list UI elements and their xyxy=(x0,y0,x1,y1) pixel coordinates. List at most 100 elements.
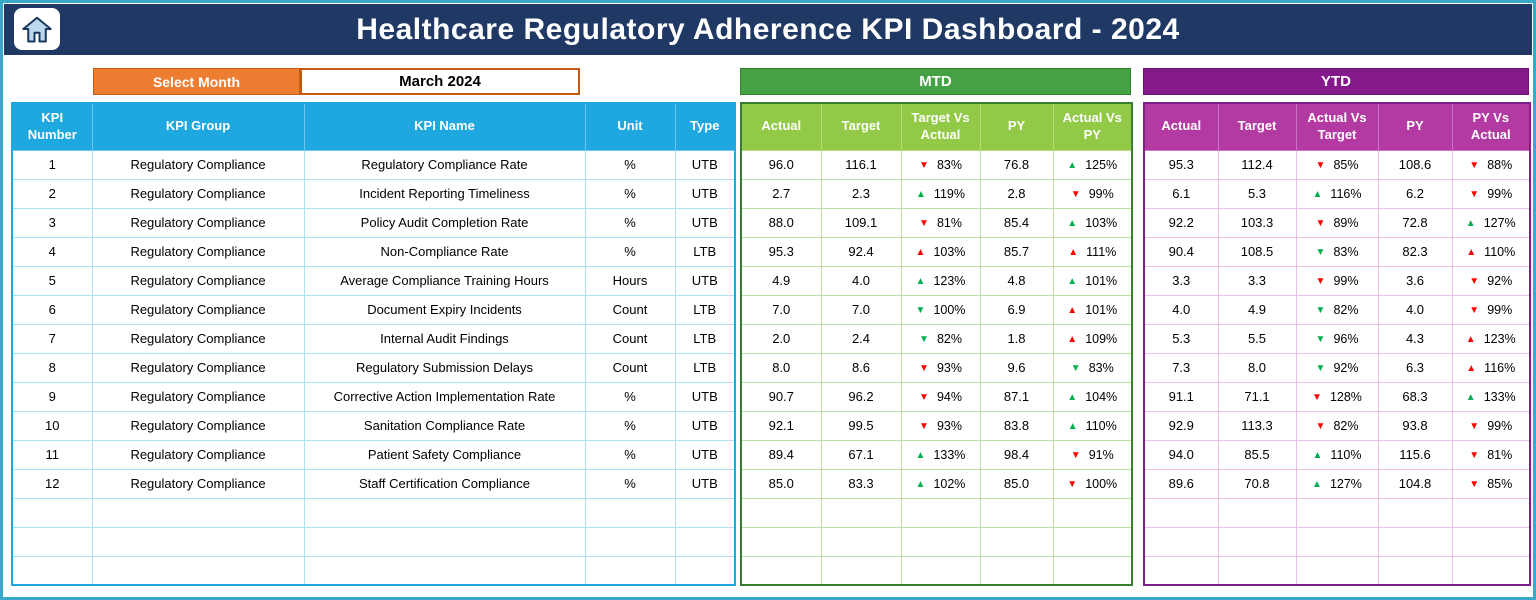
ytd-data-row: 92.2 103.3 ▼ 89% 72.8 ▲ 127% xyxy=(1143,207,1531,238)
triangle-up-icon: ▲ xyxy=(1067,276,1078,287)
comparison-percent: 119% xyxy=(933,187,965,201)
col-header-mtd-actual: Actual xyxy=(740,102,822,151)
comparison-percent: 93% xyxy=(936,361,962,375)
kpi-type-cell: LTB xyxy=(674,294,736,325)
comparison-percent: 83% xyxy=(1088,361,1114,375)
comparison-percent: 83% xyxy=(936,158,962,172)
triangle-down-icon: ▼ xyxy=(1070,189,1081,200)
comparison-cell: ▲ 101% xyxy=(1052,294,1133,325)
kpi-group-cell: Regulatory Compliance xyxy=(91,410,305,441)
mtd-data-row: 88.0 109.1 ▼ 81% 85.4 ▲ 103% xyxy=(740,207,1133,238)
ytd-target-cell: 5.5 xyxy=(1217,323,1297,354)
mtd-target-cell: 109.1 xyxy=(820,207,902,238)
comparison-cell: ▲ 127% xyxy=(1451,207,1531,238)
triangle-down-icon: ▼ xyxy=(1312,392,1322,403)
ytd-py-cell: 4.3 xyxy=(1377,323,1453,354)
kpi-name-cell: Incident Reporting Timeliness xyxy=(303,178,586,209)
ytd-target-cell: 113.3 xyxy=(1217,410,1297,441)
comparison-cell: ▲ 123% xyxy=(900,265,981,296)
comparison-percent: 96% xyxy=(1333,332,1359,346)
comparison-cell: ▼ 83% xyxy=(900,149,981,180)
empty-cell xyxy=(979,526,1054,557)
empty-cell xyxy=(1377,555,1453,586)
triangle-down-icon: ▼ xyxy=(1469,189,1480,200)
ytd-data-row: 95.3 112.4 ▼ 85% 108.6 ▼ 88% xyxy=(1143,149,1531,180)
kpi-group-cell: Regulatory Compliance xyxy=(91,149,305,180)
col-header-ytd-py-vs-actual: PY Vs Actual xyxy=(1451,102,1531,151)
empty-cell xyxy=(900,497,981,528)
comparison-percent: 123% xyxy=(1483,332,1516,346)
mtd-data-row: 90.7 96.2 ▼ 94% 87.1 ▲ 104% xyxy=(740,381,1133,412)
comparison-percent: 110% xyxy=(1085,419,1117,433)
comparison-cell: ▼ 100% xyxy=(900,294,981,325)
comparison-percent: 99% xyxy=(1487,303,1513,317)
empty-cell xyxy=(303,555,586,586)
comparison-percent: 110% xyxy=(1484,245,1516,259)
comparison-cell: ▼ 99% xyxy=(1295,265,1379,296)
triangle-down-icon: ▼ xyxy=(919,218,929,229)
empty-cell xyxy=(1451,555,1531,586)
empty-cell xyxy=(91,555,305,586)
triangle-up-icon: ▲ xyxy=(915,276,926,287)
home-button[interactable] xyxy=(14,8,60,50)
mtd-py-cell: 85.0 xyxy=(979,468,1054,499)
mtd-data-row: 96.0 116.1 ▼ 83% 76.8 ▲ 125% xyxy=(740,149,1133,180)
mtd-py-cell: 4.8 xyxy=(979,265,1054,296)
empty-cell xyxy=(820,497,902,528)
empty-cell xyxy=(900,555,981,586)
mtd-target-cell: 2.3 xyxy=(820,178,902,209)
ytd-py-cell: 115.6 xyxy=(1377,439,1453,470)
kpi-number-cell: 4 xyxy=(11,236,93,267)
comparison-percent: 110% xyxy=(1330,448,1362,462)
ytd-data-row: 6.1 5.3 ▲ 116% 6.2 ▼ 99% xyxy=(1143,178,1531,209)
kpi-name-cell: Non-Compliance Rate xyxy=(303,236,586,267)
empty-cell xyxy=(303,497,586,528)
kpi-name-cell: Patient Safety Compliance xyxy=(303,439,586,470)
kpi-number-cell: 1 xyxy=(11,149,93,180)
triangle-up-icon: ▲ xyxy=(915,450,926,461)
comparison-cell: ▼ 83% xyxy=(1295,236,1379,267)
empty-row xyxy=(740,555,1133,586)
comparison-cell: ▲ 109% xyxy=(1052,323,1133,354)
comparison-cell: ▼ 81% xyxy=(1451,439,1531,470)
comparison-cell: ▼ 89% xyxy=(1295,207,1379,238)
ytd-actual-cell: 4.0 xyxy=(1143,294,1219,325)
empty-cell xyxy=(740,497,822,528)
triangle-up-icon: ▲ xyxy=(1466,363,1477,374)
mtd-py-cell: 98.4 xyxy=(979,439,1054,470)
comparison-cell: ▼ 100% xyxy=(1052,468,1133,499)
col-header-ytd-py: PY xyxy=(1377,102,1453,151)
ytd-actual-cell: 90.4 xyxy=(1143,236,1219,267)
comparison-percent: 85% xyxy=(1333,158,1359,172)
ytd-data-row: 5.3 5.5 ▼ 96% 4.3 ▲ 123% xyxy=(1143,323,1531,354)
mtd-py-cell: 85.4 xyxy=(979,207,1054,238)
col-header-mtd-target-vs-actual: Target Vs Actual xyxy=(900,102,981,151)
ytd-actual-cell: 7.3 xyxy=(1143,352,1219,383)
empty-cell xyxy=(11,526,93,557)
mtd-target-cell: 83.3 xyxy=(820,468,902,499)
kpi-name-cell: Regulatory Submission Delays xyxy=(303,352,586,383)
mtd-data-row: 85.0 83.3 ▲ 102% 85.0 ▼ 100% xyxy=(740,468,1133,499)
empty-cell xyxy=(303,526,586,557)
comparison-cell: ▼ 99% xyxy=(1451,178,1531,209)
triangle-down-icon: ▼ xyxy=(1315,247,1326,258)
select-month-label: Select Month xyxy=(93,68,300,95)
comparison-percent: 92% xyxy=(1487,274,1513,288)
empty-row xyxy=(11,497,736,528)
triangle-down-icon: ▼ xyxy=(1469,450,1480,461)
kpi-type-cell: UTB xyxy=(674,265,736,296)
triangle-up-icon: ▲ xyxy=(1067,334,1078,345)
mtd-data-row: 7.0 7.0 ▼ 100% 6.9 ▲ 101% xyxy=(740,294,1133,325)
comparison-percent: 88% xyxy=(1487,158,1513,172)
comparison-percent: 85% xyxy=(1487,477,1513,491)
triangle-up-icon: ▲ xyxy=(1067,421,1078,432)
mtd-data-row: 89.4 67.1 ▲ 133% 98.4 ▼ 91% xyxy=(740,439,1133,470)
kpi-info-row: 3 Regulatory Compliance Policy Audit Compl… xyxy=(11,207,736,238)
comparison-percent: 103% xyxy=(933,245,966,259)
col-header-ytd-actual-vs-target: Actual Vs Target xyxy=(1295,102,1379,151)
triangle-down-icon: ▼ xyxy=(919,421,929,432)
triangle-up-icon: ▲ xyxy=(1312,450,1323,461)
comparison-percent: 127% xyxy=(1329,477,1362,491)
month-selector[interactable]: March 2024 xyxy=(300,68,580,95)
ytd-actual-cell: 92.9 xyxy=(1143,410,1219,441)
